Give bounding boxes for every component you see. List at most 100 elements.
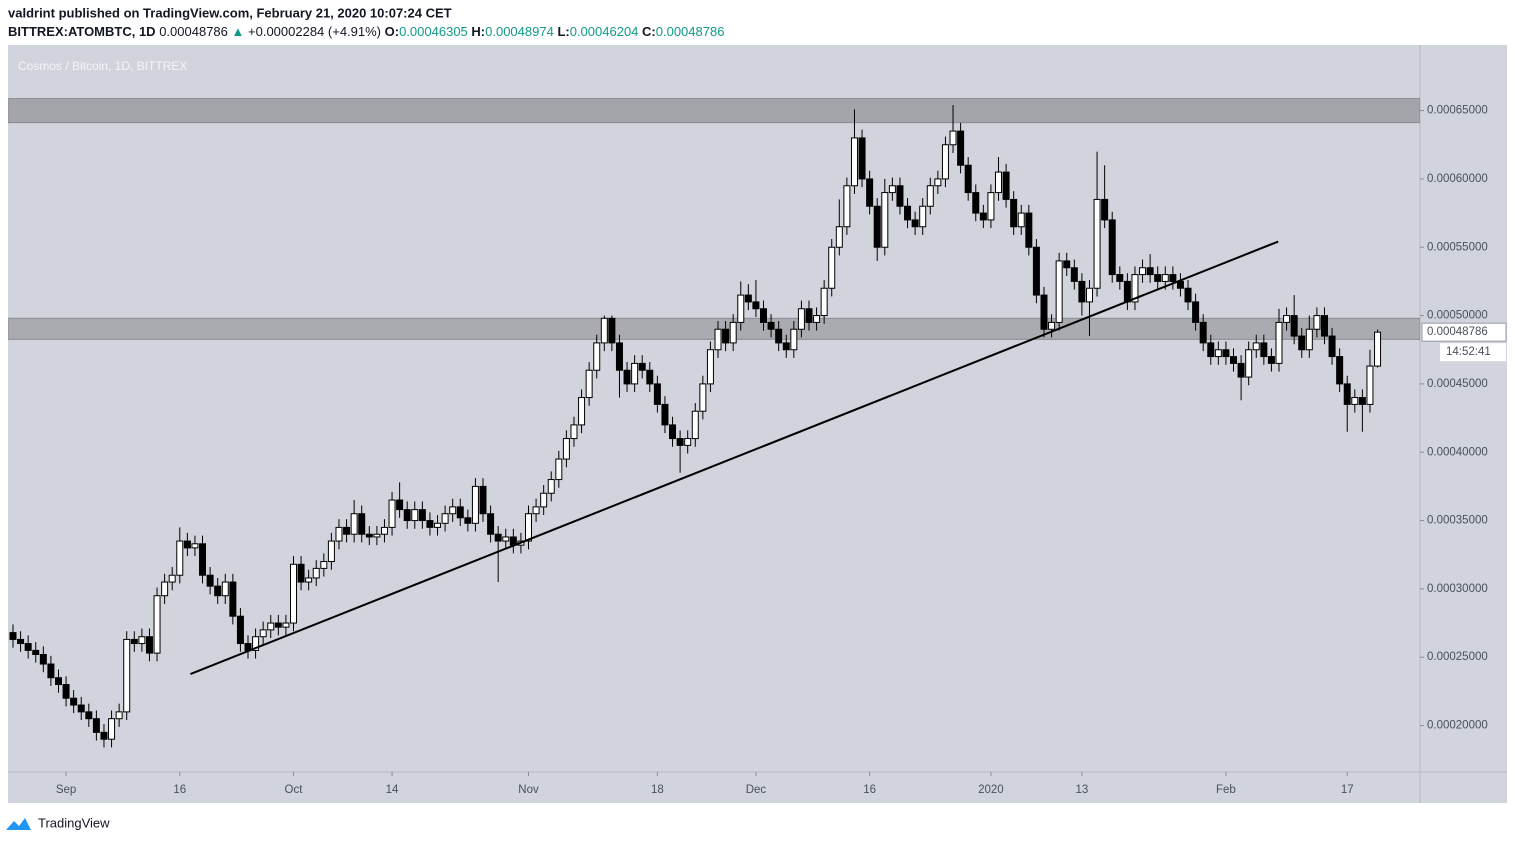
candle-body: [813, 315, 821, 323]
candle-body: [615, 342, 623, 371]
candle-body: [1025, 212, 1033, 248]
candle-body: [108, 718, 116, 740]
candle-body: [358, 513, 366, 535]
candle-body: [570, 424, 578, 440]
candle-body: [130, 638, 138, 645]
low-label: L:: [557, 24, 569, 39]
last-price: 0.00048786: [159, 24, 228, 39]
candle-body: [1154, 274, 1162, 282]
candle-body: [1161, 274, 1169, 282]
candle-body: [706, 349, 714, 385]
candle-body: [1078, 280, 1086, 303]
candle-body: [32, 649, 40, 655]
candle-body: [1002, 171, 1010, 200]
candle-body: [502, 536, 510, 542]
y-tick-label: 0.00035000: [1427, 515, 1488, 527]
candle-body: [320, 561, 328, 569]
candle-body: [161, 581, 169, 597]
candle-body: [456, 506, 464, 519]
candle-body: [199, 543, 207, 576]
candle-body: [138, 636, 146, 645]
candle-body: [578, 397, 586, 426]
candle-body: [1040, 294, 1048, 330]
x-tick-label: Dec: [746, 784, 767, 796]
change: +0.00002284 (+4.91%): [248, 24, 381, 39]
candle-body: [214, 585, 222, 597]
low-value: 0.00046204: [570, 24, 639, 39]
chart-background: [8, 45, 1507, 803]
candle-body: [684, 438, 692, 446]
candle-body: [403, 509, 411, 522]
candle-body: [1192, 301, 1200, 323]
candle-body: [1336, 356, 1344, 385]
candle-body: [1214, 349, 1222, 358]
candle-body: [957, 130, 965, 166]
candle-body: [1063, 260, 1071, 269]
candle-body: [911, 219, 919, 228]
candle-body: [343, 526, 351, 535]
publish-info: valdrint published on TradingView.com, F…: [8, 5, 452, 20]
candle-body: [767, 321, 775, 330]
candle-body: [1017, 212, 1025, 228]
candle-body: [1374, 331, 1382, 367]
candle-body: [623, 369, 631, 385]
candle-body: [941, 144, 949, 180]
candle-body: [252, 636, 260, 651]
x-tick-label: Oct: [285, 784, 304, 796]
candle-body: [1176, 280, 1184, 289]
candle-body: [62, 684, 70, 699]
close-label: C:: [642, 24, 656, 39]
candle-body: [335, 526, 343, 542]
candle-body: [926, 185, 934, 207]
candle-body: [305, 577, 313, 583]
candle-body: [464, 517, 472, 524]
candle-body: [873, 205, 881, 248]
candle-body: [1313, 315, 1321, 330]
candle-body: [1070, 267, 1078, 282]
candle-body: [562, 438, 570, 460]
candle-body: [274, 622, 282, 628]
candle-body: [77, 704, 85, 713]
candle-body: [1101, 198, 1109, 221]
arrow: ▲: [232, 24, 245, 39]
x-tick-label: Feb: [1216, 784, 1236, 796]
candle-body: [790, 328, 798, 351]
x-tick-label: 14: [386, 784, 399, 796]
candle-body: [1222, 349, 1230, 358]
candle-body: [1358, 397, 1366, 405]
candle-body: [828, 246, 836, 289]
tradingview-logo: TradingView: [6, 815, 110, 830]
candle-body: [820, 287, 828, 317]
candle-body: [608, 317, 616, 344]
candle-body: [638, 362, 646, 371]
candle-body: [1351, 397, 1359, 405]
x-tick-label: Nov: [518, 784, 539, 796]
countdown: 14:52:41: [1446, 346, 1491, 358]
candle-body: [1343, 383, 1351, 405]
candle-body: [729, 321, 737, 344]
candle-body: [585, 369, 593, 399]
candle-body: [1085, 287, 1093, 303]
candle-body: [168, 574, 176, 583]
candle-body: [1146, 267, 1154, 276]
brand: TradingView: [38, 815, 110, 830]
zone: [8, 98, 1420, 124]
x-tick-label: 17: [1341, 784, 1354, 796]
candle-body: [881, 192, 889, 248]
y-tick-label: 0.00065000: [1427, 105, 1488, 117]
candle-body: [888, 185, 896, 194]
candle-body: [1290, 315, 1298, 337]
candle-body: [1267, 356, 1275, 364]
last-price-label: 0.00048786: [1427, 326, 1488, 338]
candle-body: [365, 533, 373, 538]
last-price-box: [1421, 322, 1507, 342]
y-tick-label: 0.00045000: [1427, 378, 1488, 390]
candle-body: [426, 520, 434, 528]
candle-body: [555, 458, 563, 481]
candle-body: [449, 506, 457, 515]
candle-body: [995, 171, 1003, 194]
x-tick-label: Sep: [56, 784, 76, 796]
candle-body: [388, 499, 396, 528]
x-tick-label: 2020: [978, 784, 1004, 796]
